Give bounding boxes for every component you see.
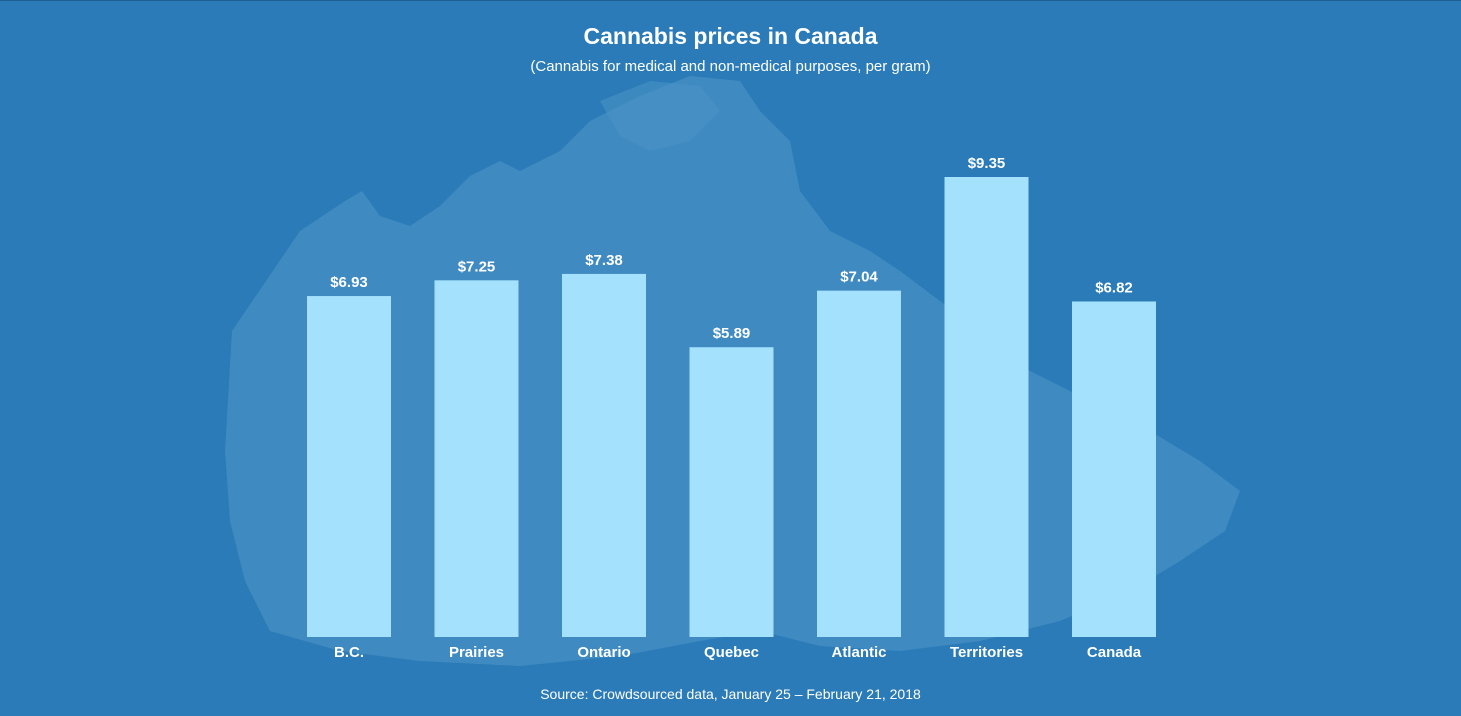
x-tick-label: Canada bbox=[1087, 644, 1142, 661]
x-tick-label: Ontario bbox=[577, 644, 630, 661]
x-tick-label: Atlantic bbox=[831, 644, 886, 661]
chart-subtitle: (Cannabis for medical and non-medical pu… bbox=[530, 58, 931, 75]
data-label: $6.82 bbox=[1095, 279, 1133, 296]
chart-title: Cannabis prices in Canada bbox=[583, 23, 878, 49]
x-tick-label: Territories bbox=[950, 644, 1023, 661]
data-label: $7.25 bbox=[458, 258, 496, 275]
x-tick-label: Prairies bbox=[449, 644, 504, 661]
source-note: Source: Crowdsourced data, January 25 – … bbox=[540, 686, 921, 702]
bar-ontario bbox=[562, 273, 646, 637]
bar-territories bbox=[944, 177, 1029, 637]
bar-canada bbox=[1072, 301, 1156, 637]
data-label: $7.38 bbox=[585, 252, 623, 269]
data-label: $9.35 bbox=[968, 155, 1006, 172]
x-tick-label: Quebec bbox=[704, 644, 759, 661]
data-label: $6.93 bbox=[330, 274, 368, 291]
data-label: $5.89 bbox=[713, 325, 751, 342]
bar-prairies bbox=[434, 280, 519, 637]
x-tick-label: B.C. bbox=[334, 644, 364, 661]
data-label: $7.04 bbox=[840, 269, 878, 286]
bar-quebec bbox=[689, 347, 774, 637]
bar-bc bbox=[307, 296, 391, 637]
bar-atlantic bbox=[817, 290, 901, 637]
